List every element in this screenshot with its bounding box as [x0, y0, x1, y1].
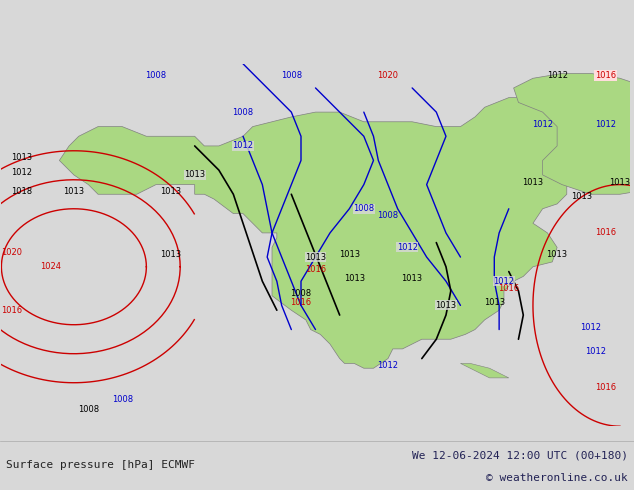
Text: 1008: 1008	[233, 108, 254, 117]
Polygon shape	[60, 98, 605, 368]
Text: 1016: 1016	[498, 284, 519, 293]
Text: 1008: 1008	[145, 71, 167, 80]
Text: 1013: 1013	[484, 298, 505, 307]
Text: 1016: 1016	[595, 383, 616, 392]
Text: 1013: 1013	[547, 250, 567, 259]
Text: 1013: 1013	[339, 250, 360, 259]
Text: 1012: 1012	[585, 347, 606, 356]
Text: 1013: 1013	[522, 177, 543, 187]
Text: 1012: 1012	[581, 322, 602, 332]
Text: 1008: 1008	[353, 204, 375, 213]
Text: 1008: 1008	[281, 71, 302, 80]
Text: 1012: 1012	[11, 168, 32, 177]
Text: 1013: 1013	[305, 252, 326, 262]
Text: 1012: 1012	[493, 277, 514, 286]
Text: 1020: 1020	[377, 71, 399, 80]
Text: We 12-06-2024 12:00 UTC (00+180): We 12-06-2024 12:00 UTC (00+180)	[411, 451, 628, 461]
Text: 1016: 1016	[595, 71, 616, 80]
Text: 1024: 1024	[40, 262, 61, 271]
Text: 1013: 1013	[160, 187, 181, 196]
Text: 1013: 1013	[344, 274, 365, 283]
Text: 1008: 1008	[377, 211, 399, 220]
Text: 1016: 1016	[305, 265, 326, 273]
Text: 1018: 1018	[11, 187, 32, 196]
Text: 1008: 1008	[290, 289, 311, 298]
Text: 1016: 1016	[1, 306, 23, 315]
Text: 1012: 1012	[233, 142, 254, 150]
Text: 1012: 1012	[397, 243, 418, 252]
Text: 1013: 1013	[184, 171, 205, 179]
Text: 1012: 1012	[377, 361, 399, 370]
Polygon shape	[514, 74, 634, 194]
Text: 1012: 1012	[532, 120, 553, 128]
Text: © weatheronline.co.uk: © weatheronline.co.uk	[486, 473, 628, 483]
Text: 1013: 1013	[571, 192, 592, 201]
Text: Surface pressure [hPa] ECMWF: Surface pressure [hPa] ECMWF	[6, 461, 195, 470]
Text: 1013: 1013	[63, 187, 84, 196]
Polygon shape	[460, 364, 509, 378]
Text: 1008: 1008	[78, 405, 99, 414]
Text: 1013: 1013	[160, 250, 181, 259]
Text: 1013: 1013	[609, 177, 630, 187]
Text: 1020: 1020	[1, 248, 22, 257]
Text: 1016: 1016	[290, 298, 311, 307]
Text: 1012: 1012	[547, 71, 567, 80]
Text: 1013: 1013	[436, 301, 456, 310]
Text: 1012: 1012	[595, 120, 616, 128]
Text: 1013: 1013	[401, 274, 423, 283]
Text: 1008: 1008	[112, 395, 133, 404]
Text: 1013: 1013	[11, 153, 32, 162]
Text: 1016: 1016	[595, 228, 616, 238]
